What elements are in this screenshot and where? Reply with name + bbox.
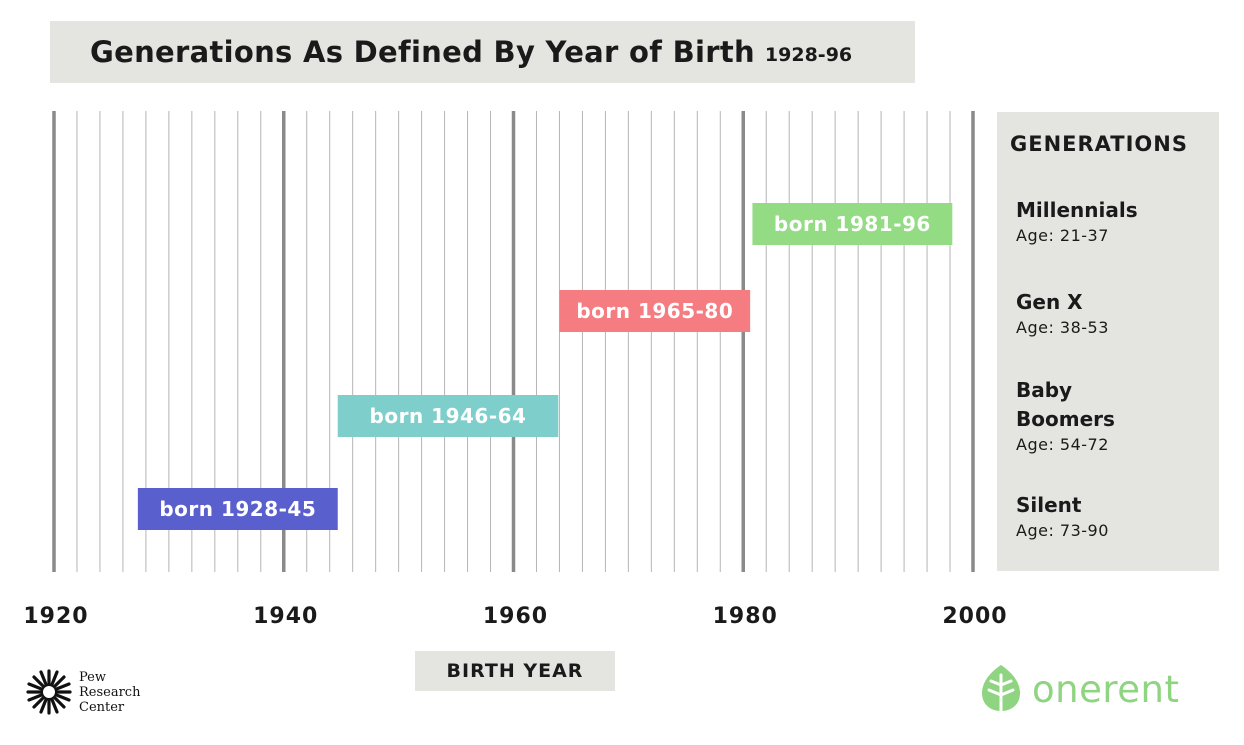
x-tick-label: 1960 [483, 604, 548, 629]
legend-name: Silent [1016, 493, 1082, 517]
legend-age: Age: 54-72 [1016, 435, 1109, 454]
pew-logo: Pew Research Center [26, 669, 140, 715]
legend-name: Gen X [1016, 290, 1083, 314]
bar-label: born 1928-45 [159, 497, 316, 521]
x-tick-label: 1980 [713, 604, 778, 629]
onerent-logo: onerent [980, 663, 1179, 715]
x-tick-label: 1920 [23, 604, 88, 629]
x-tick-label: 2000 [942, 604, 1007, 629]
generation-bar [137, 488, 338, 530]
legend-age: Age: 21-37 [1016, 226, 1109, 245]
legend-age: Age: 38-53 [1016, 318, 1109, 337]
generation-bar [337, 395, 559, 437]
pew-wordmark: Pew Research Center [79, 670, 140, 715]
bar-label: born 1981-96 [774, 212, 931, 236]
pew-sunburst-icon [26, 669, 72, 715]
legend-name: Baby Boomers [1016, 378, 1115, 431]
leaf-icon [982, 665, 1020, 715]
legend-item-gen-x: Gen X Age: 38-53 [1016, 288, 1206, 339]
chart-title: Generations As Defined By Year of Birth [90, 35, 755, 69]
pew-line: Center [79, 699, 125, 715]
legend-name: Millennials [1016, 198, 1138, 222]
bar-label: born 1946-64 [370, 404, 527, 428]
x-tick-label: 1940 [253, 604, 318, 629]
generation-bar [559, 290, 751, 332]
onerent-wordmark: onerent [1032, 667, 1180, 711]
pew-line: Pew [79, 669, 106, 685]
legend-title: GENERATIONS [1010, 132, 1188, 156]
legend-item-millennials: Millennials Age: 21-37 [1016, 196, 1206, 247]
generation-bar [752, 203, 953, 245]
x-axis-label: BIRTH YEAR [415, 651, 615, 691]
chart-subtitle: 1928-96 [764, 44, 853, 66]
legend: GENERATIONS Millennials Age: 21-37 Gen X… [997, 112, 1219, 571]
legend-item-silent: Silent Age: 73-90 [1016, 491, 1206, 542]
title-box: Generations As Defined By Year of Birth … [50, 21, 915, 83]
legend-item-baby-boomers: Baby Boomers Age: 54-72 [1016, 376, 1126, 456]
legend-age: Age: 73-90 [1016, 521, 1109, 540]
bar-label: born 1965-80 [576, 299, 733, 323]
pew-line: Research [79, 684, 141, 700]
